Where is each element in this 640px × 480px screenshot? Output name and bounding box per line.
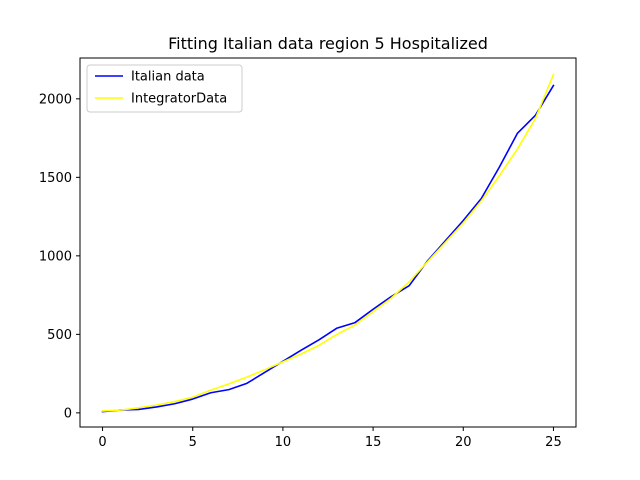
- x-tick-label: 15: [365, 435, 382, 450]
- series-line-1: [101, 73, 555, 412]
- x-tick-label: 20: [455, 435, 472, 450]
- axes-frame: [79, 57, 577, 428]
- legend-label-1: IntegratorData: [131, 92, 227, 107]
- y-tick-label: 1000: [39, 249, 72, 264]
- y-tick-label: 1500: [39, 171, 72, 186]
- y-tick-label: 0: [64, 406, 72, 421]
- series-layer: [101, 73, 555, 413]
- y-tick-label: 500: [47, 328, 72, 343]
- y-tick-label: 2000: [39, 92, 72, 107]
- x-tick-label: 0: [98, 435, 106, 450]
- ticks-layer: 0 5 10 15 20 25 0 500 1000 1500 2000: [39, 92, 562, 450]
- legend: Italian data IntegratorData: [86, 64, 243, 113]
- x-tick-label: 25: [545, 435, 562, 450]
- x-tick-label: 10: [275, 435, 292, 450]
- chart-title: Fitting Italian data region 5 Hospitaliz…: [168, 34, 488, 53]
- series-line-0: [101, 84, 555, 413]
- legend-box: [86, 64, 243, 113]
- x-tick-label: 5: [189, 435, 197, 450]
- legend-label-0: Italian data: [131, 70, 205, 85]
